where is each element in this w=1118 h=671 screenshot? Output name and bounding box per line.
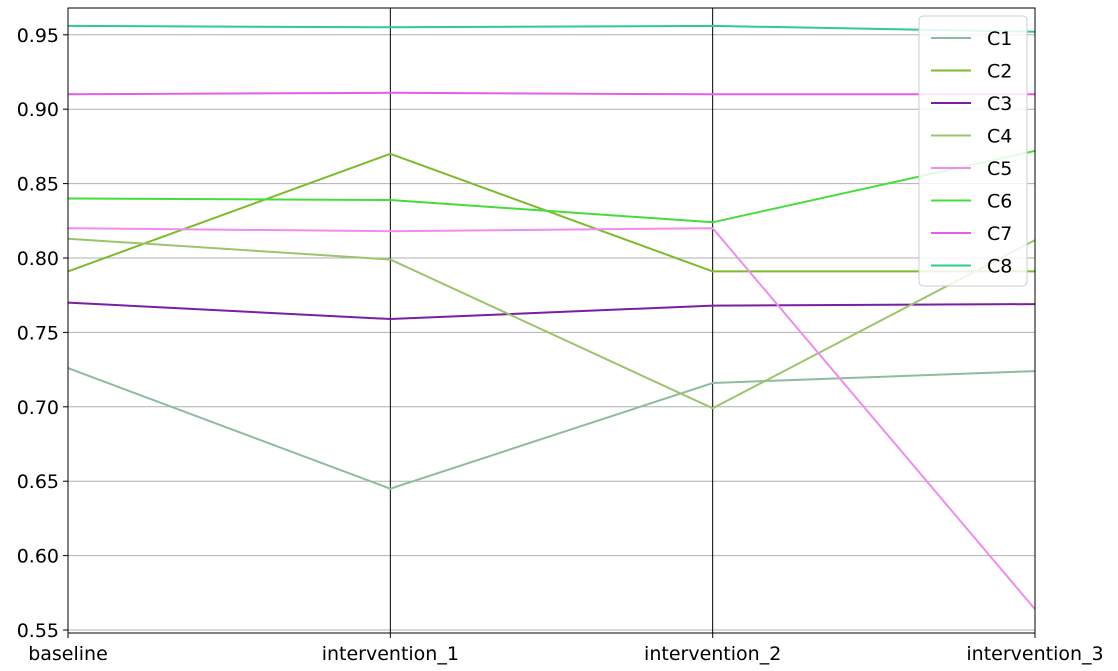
series-line-C7 <box>67 91 1035 96</box>
ytick-label-7: 0.90 <box>17 99 59 121</box>
legend-label-C5: C5 <box>987 158 1012 180</box>
legend: C1 C2 C3 C4 C5 C6 C7 C8 <box>918 15 1028 287</box>
xtick-label-0: baseline <box>28 643 108 665</box>
xtick-label-2: intervention_2 <box>644 643 781 665</box>
ytick-label-2: 0.65 <box>17 471 59 493</box>
legend-label-C6: C6 <box>987 191 1012 213</box>
y-tick-labels: 0.55 0.60 0.65 0.70 0.75 0.80 0.85 0.90 0.95 <box>17 25 68 642</box>
series-line-C1 <box>67 367 1036 490</box>
series-line-C3 <box>67 301 1036 321</box>
legend-label-C2: C2 <box>987 61 1012 83</box>
legend-box <box>918 15 1028 287</box>
ytick-label-1: 0.60 <box>17 546 59 568</box>
legend-label-C3: C3 <box>987 93 1012 115</box>
ytick-label-0: 0.55 <box>17 620 59 642</box>
ytick-label-4: 0.75 <box>17 322 59 344</box>
ytick-label-5: 0.80 <box>17 248 59 270</box>
xtick-label-1: intervention_1 <box>322 643 459 665</box>
ytick-label-3: 0.70 <box>17 397 59 419</box>
plot-border <box>67 7 1036 634</box>
series-line-C8 <box>67 24 1036 33</box>
series-line-C2 <box>67 152 1035 273</box>
ytick-label-6: 0.85 <box>17 174 59 196</box>
ytick-label-8: 0.95 <box>17 25 59 47</box>
vertical-axes <box>67 8 1036 633</box>
legend-label-C1: C1 <box>987 28 1012 50</box>
xtick-label-3: intervention_3 <box>966 643 1103 665</box>
plot-frame <box>67 7 1036 634</box>
x-tick-labels: baseline intervention_1 intervention_2 inte… <box>28 633 1104 665</box>
series-lines <box>67 24 1036 610</box>
series-line-C4 <box>67 237 1036 410</box>
legend-label-C8: C8 <box>987 256 1012 278</box>
series-line-C6 <box>67 149 1036 224</box>
series-line-C5 <box>67 227 1036 610</box>
legend-label-C7: C7 <box>987 223 1012 245</box>
grid-lines <box>68 34 1035 631</box>
legend-label-C4: C4 <box>987 126 1012 148</box>
